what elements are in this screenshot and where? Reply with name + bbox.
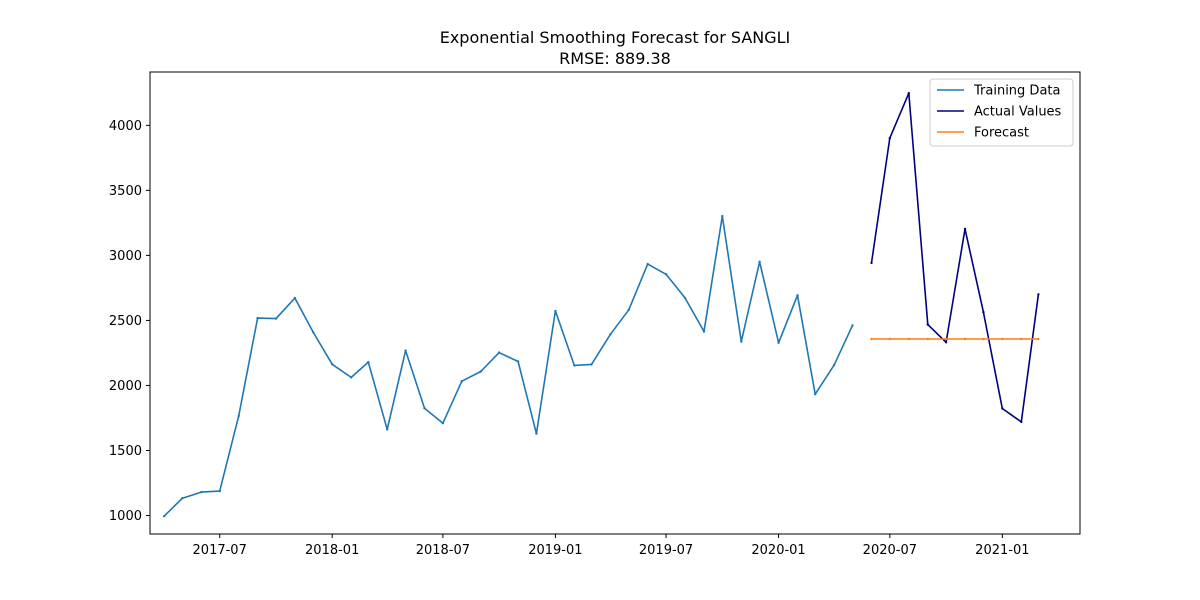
legend: Training Data Actual Values Forecast xyxy=(929,78,1074,147)
data-point-3-8 xyxy=(1001,337,1004,341)
data-point-1-17 xyxy=(460,380,463,383)
series-layer xyxy=(162,92,1040,518)
legend-label-1: Training Data xyxy=(973,84,1060,99)
plot-area xyxy=(150,72,1080,534)
y-tick-label-7: 4000 xyxy=(109,119,142,134)
y-tick-label-2: 1500 xyxy=(109,444,142,459)
data-point-1-9 xyxy=(312,331,315,334)
data-point-1-26 xyxy=(627,308,630,311)
data-point-3-2 xyxy=(888,337,891,341)
data-point-1-35 xyxy=(796,294,799,297)
data-point-1-22 xyxy=(554,309,557,313)
data-point-1-19 xyxy=(497,351,501,354)
data-point-3-5 xyxy=(944,337,948,341)
data-point-2-2 xyxy=(888,136,891,140)
y-tick-label-3: 2000 xyxy=(109,379,142,394)
data-point-2-8 xyxy=(1001,407,1004,410)
data-point-1-37 xyxy=(833,363,836,367)
plot-frame xyxy=(149,71,1081,535)
legend-label-3: Forecast xyxy=(974,126,1029,141)
data-point-3-6 xyxy=(963,337,967,341)
legend-box xyxy=(929,78,1074,147)
data-point-1-32 xyxy=(740,340,743,343)
data-point-1-11 xyxy=(350,376,353,379)
data-point-1-5 xyxy=(237,414,240,418)
x-tick-label-7: 2020-07 xyxy=(863,543,917,558)
data-point-1-30 xyxy=(702,330,706,333)
y-tick-label-1: 1000 xyxy=(109,509,142,524)
x-tick-label-8: 2021-01 xyxy=(975,543,1029,558)
y-tick-label-5: 3000 xyxy=(109,249,142,264)
data-point-3-7 xyxy=(982,337,985,341)
data-point-2-4 xyxy=(926,323,929,326)
data-point-1-6 xyxy=(256,316,259,320)
x-axis: 2017-07 2018-01 2018-07 2019-01 2019-07 2020-… xyxy=(193,534,1030,558)
x-tick-label-4: 2019-01 xyxy=(528,543,582,558)
y-tick-label-6: 3500 xyxy=(109,184,142,199)
data-point-1-33 xyxy=(758,260,761,263)
data-point-3-3 xyxy=(907,337,910,341)
data-point-2-10 xyxy=(1037,293,1040,296)
data-point-1-24 xyxy=(590,363,593,366)
data-point-1-20 xyxy=(516,360,520,363)
x-tick-label-2: 2018-01 xyxy=(305,543,359,558)
data-point-1-27 xyxy=(646,262,649,266)
series-line-2 xyxy=(870,92,1040,423)
data-point-2-5 xyxy=(944,341,948,344)
data-point-1-2 xyxy=(181,497,184,500)
data-point-1-16 xyxy=(441,422,445,425)
data-point-1-28 xyxy=(664,273,668,276)
data-point-1-38 xyxy=(851,324,854,327)
data-point-1-36 xyxy=(814,393,817,396)
data-point-1-7 xyxy=(274,317,278,320)
x-tick-label-5: 2019-07 xyxy=(639,543,693,558)
data-point-3-9 xyxy=(1020,337,1023,341)
data-point-1-15 xyxy=(423,407,426,410)
data-point-3-4 xyxy=(926,337,929,341)
data-point-2-6 xyxy=(963,227,967,231)
data-point-1-1 xyxy=(162,515,166,518)
data-point-1-21 xyxy=(535,432,538,435)
chart-subtitle: RMSE: 889.38 xyxy=(559,49,671,68)
data-point-1-10 xyxy=(331,363,334,366)
data-point-1-31 xyxy=(721,214,724,218)
legend-label-2: Actual Values xyxy=(974,105,1062,120)
data-point-2-1 xyxy=(870,261,873,265)
data-point-2-7 xyxy=(982,310,985,314)
chart-title: Exponential Smoothing Forecast for SANGL… xyxy=(440,28,791,47)
y-axis: 1000 1500 2000 2500 3000 3500 4000 xyxy=(109,119,150,524)
data-point-1-12 xyxy=(367,360,370,364)
data-point-1-8 xyxy=(293,296,297,300)
data-point-2-9 xyxy=(1020,420,1023,424)
y-tick-label-4: 2500 xyxy=(109,314,142,329)
data-point-2-3 xyxy=(907,92,910,95)
data-point-1-4 xyxy=(218,489,221,493)
data-point-1-14 xyxy=(404,349,407,352)
data-point-1-23 xyxy=(573,364,576,367)
data-point-3-1 xyxy=(870,337,873,341)
series-line-1 xyxy=(163,215,854,517)
x-tick-label-3: 2018-07 xyxy=(416,543,470,558)
data-point-3-10 xyxy=(1037,337,1040,341)
x-tick-label-1: 2017-07 xyxy=(193,543,247,558)
data-point-1-18 xyxy=(479,370,482,373)
data-point-1-25 xyxy=(609,333,612,336)
data-point-1-29 xyxy=(683,296,687,300)
x-tick-label-6: 2020-01 xyxy=(751,543,805,558)
data-point-1-34 xyxy=(777,341,780,344)
data-point-1-3 xyxy=(200,490,203,494)
data-point-1-13 xyxy=(386,428,389,431)
